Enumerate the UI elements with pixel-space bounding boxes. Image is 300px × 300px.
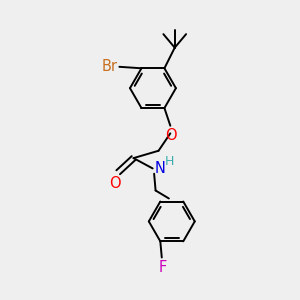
Text: O: O <box>165 128 177 143</box>
Text: N: N <box>154 160 165 175</box>
Text: H: H <box>165 155 174 168</box>
Text: F: F <box>158 260 166 275</box>
Text: O: O <box>109 176 121 191</box>
Text: Br: Br <box>102 59 118 74</box>
